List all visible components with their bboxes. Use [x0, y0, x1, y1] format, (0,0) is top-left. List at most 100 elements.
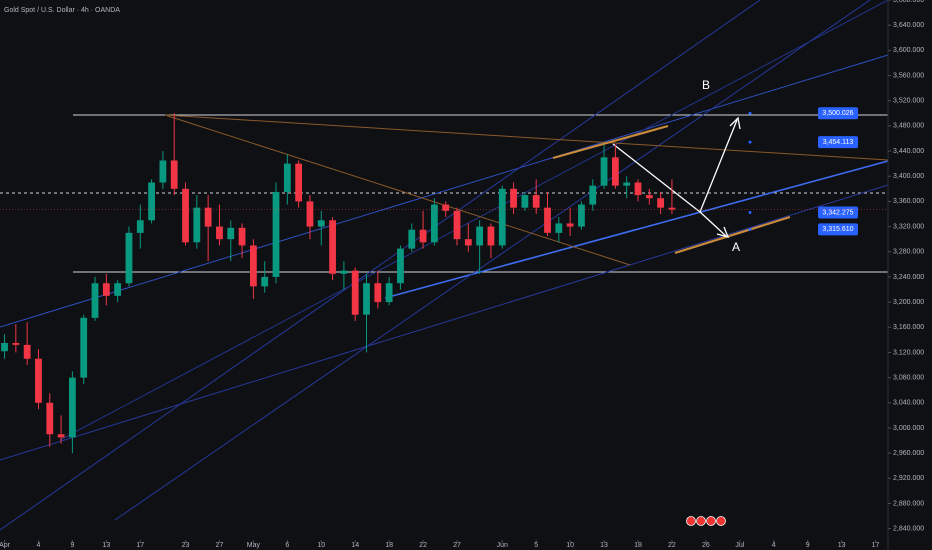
candle-body [442, 204, 450, 211]
y-tick-label: 2,880.000 [893, 500, 924, 507]
candle-body [374, 283, 382, 303]
x-tick-label: 10 [566, 542, 574, 549]
candle-body [23, 344, 31, 359]
candle-body [80, 317, 88, 378]
y-tick-label: 2,920.000 [893, 475, 924, 482]
candle-body [668, 207, 676, 210]
arrow-head [716, 226, 730, 238]
event-icon[interactable] [706, 516, 716, 526]
chart-title: Gold Spot / U.S. Dollar · 4h · OANDA [4, 7, 120, 14]
candle-body [510, 188, 517, 208]
x-tick-label: 26 [702, 542, 710, 549]
x-tick-label: Jul [735, 542, 744, 549]
price-label-text: 3,315.610 [822, 226, 853, 233]
candle-body [102, 283, 110, 296]
price-dot [748, 211, 752, 215]
wave-label: A [732, 240, 740, 254]
y-tick-label: 3,400.000 [893, 173, 924, 180]
candle-body [261, 276, 269, 287]
candle-body [453, 210, 461, 240]
candle-body [600, 157, 608, 186]
x-tick-label: 22 [419, 542, 427, 549]
x-tick-label: 4 [772, 542, 776, 549]
candle-body [397, 248, 404, 284]
candle-body [114, 283, 122, 296]
candle-body [170, 160, 178, 189]
candle-body [532, 195, 540, 208]
candle-body [363, 283, 370, 315]
candle-body [182, 188, 189, 243]
y-tick-label: 3,240.000 [893, 274, 924, 281]
candle-body [125, 232, 133, 284]
candle-body [91, 283, 99, 318]
trendline [114, 0, 871, 521]
event-icon[interactable] [716, 516, 726, 526]
candle-body [555, 223, 563, 233]
candle-body [487, 226, 495, 246]
arrow [699, 211, 727, 237]
candle-body [1, 343, 8, 352]
candle-body [385, 283, 393, 303]
price-label: 3,500.026 [818, 107, 858, 120]
candle-body [464, 239, 472, 246]
candle-body [589, 185, 597, 205]
channel-segment [674, 215, 791, 255]
price-label: 3,454.113 [818, 136, 858, 149]
candle-body [351, 270, 359, 315]
y-tick-label: 3,680.000 [893, 0, 924, 4]
candle-body [476, 226, 484, 246]
candle-body [430, 204, 438, 243]
candle-body [46, 402, 54, 435]
trendline [59, 0, 889, 441]
x-tick-label: 27 [453, 542, 461, 549]
x-tick-label: 9 [70, 542, 74, 549]
trendline [0, 184, 889, 461]
x-tick-label: 23 [182, 542, 190, 549]
candle-body [611, 157, 619, 186]
candle-body [623, 182, 631, 186]
price-label-box [818, 136, 858, 149]
candle-body [57, 434, 65, 438]
price-dot [748, 111, 752, 115]
price-label-text: 3,500.026 [822, 110, 853, 117]
price-axis [888, 0, 932, 550]
x-tick-label: 18 [634, 542, 642, 549]
y-tick-label: 3,040.000 [893, 400, 924, 407]
candle-body [12, 343, 20, 345]
arrow [699, 119, 738, 213]
wave-label: B [702, 78, 710, 92]
x-tick-label: 9 [806, 542, 810, 549]
candle-body [521, 195, 529, 208]
trendline [384, 160, 889, 299]
x-tick-label: 5 [534, 542, 538, 549]
channel-segment [552, 124, 669, 160]
y-tick-label: 3,320.000 [893, 223, 924, 230]
trendline [0, 54, 889, 328]
y-tick-label: 3,160.000 [893, 324, 924, 331]
y-tick-label: 3,000.000 [893, 425, 924, 432]
candle-body [657, 198, 665, 208]
y-tick-label: 3,200.000 [893, 299, 924, 306]
candle-body [136, 220, 144, 233]
candle-body [419, 229, 427, 243]
event-icon[interactable] [696, 516, 706, 526]
fan-line [164, 114, 631, 266]
fan-line [164, 114, 889, 161]
y-tick-label: 3,520.000 [893, 98, 924, 105]
x-tick-label: Jun [497, 542, 508, 549]
x-tick-label: 13 [102, 542, 110, 549]
x-tick-label: 14 [351, 542, 359, 549]
y-tick-label: 3,080.000 [893, 374, 924, 381]
y-tick-label: 3,440.000 [893, 148, 924, 155]
x-tick-label: 6 [285, 542, 289, 549]
candle-body [35, 358, 42, 403]
arrow-head [729, 116, 741, 130]
price-label-box [818, 223, 858, 236]
event-icon[interactable] [686, 516, 696, 526]
candle-body [272, 191, 280, 277]
x-tick-label: May [247, 542, 261, 549]
x-tick-label: 17 [136, 542, 144, 549]
price-dot [748, 227, 752, 231]
